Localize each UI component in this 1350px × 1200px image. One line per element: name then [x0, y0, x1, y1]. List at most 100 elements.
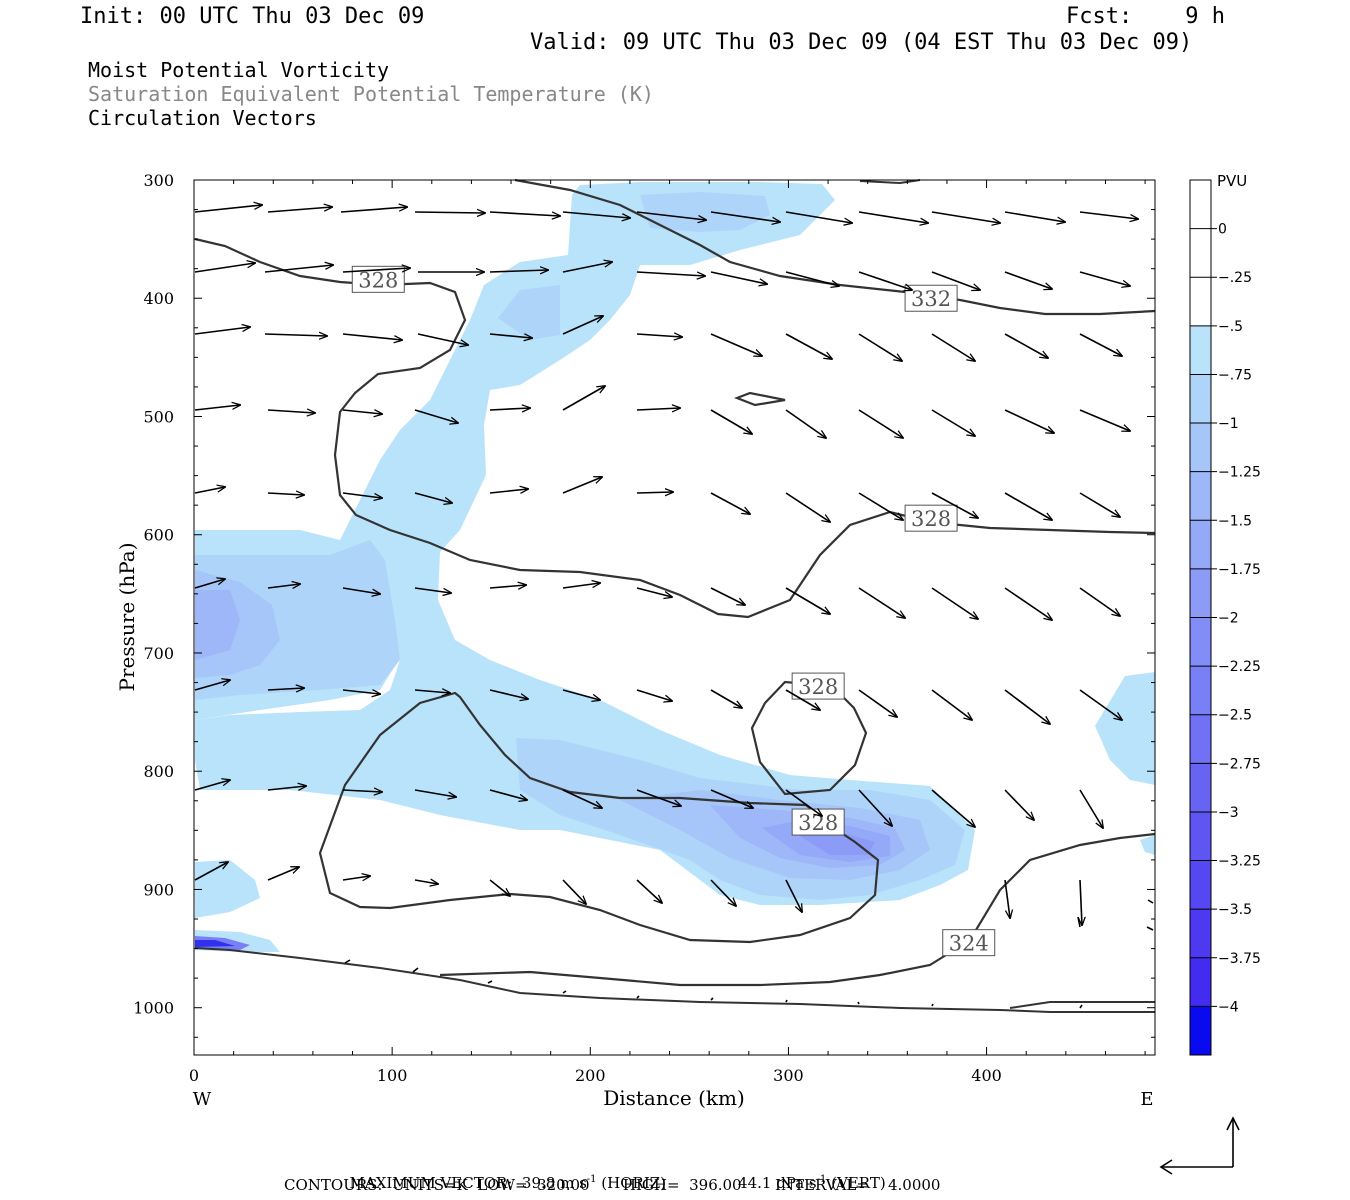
- circulation-vector: [267, 584, 300, 588]
- contour-labels: 328 332 328 328 328 324: [351, 265, 996, 957]
- circulation-vector: [194, 205, 262, 213]
- circulation-vector: [785, 333, 832, 359]
- circulation-vector: [267, 688, 304, 690]
- y-axis-title: Pressure (hPa): [115, 543, 139, 692]
- field-title-mpv: Moist Potential Vorticity: [88, 58, 390, 82]
- pv-shade-west-mid-4: [195, 590, 240, 660]
- pv-shade-east-low: [1140, 835, 1155, 855]
- colorbar-label: −1.5: [1218, 513, 1252, 529]
- x-tick-label: 100: [377, 1066, 408, 1085]
- axes: 300 400 500 600 700 800 900 1000 0 100 200 300 400: [133, 171, 1155, 1085]
- surface-vector: [710, 997, 714, 1001]
- circulation-vector: [414, 409, 458, 423]
- circulation-vector: [785, 689, 820, 710]
- circulation-vector: [489, 408, 530, 410]
- circulation-vector: [562, 316, 603, 335]
- circulation-vector: [194, 327, 250, 335]
- colorbar-label: −3.25: [1218, 854, 1261, 870]
- colorbar-label: −3.75: [1218, 951, 1261, 967]
- circulation-vector: [710, 879, 736, 906]
- circulation-vector: [636, 789, 681, 806]
- circulation-vector: [342, 587, 380, 594]
- circulation-vector: [710, 409, 752, 434]
- circulation-vector: [1079, 492, 1120, 517]
- circulation-vector: [342, 268, 410, 273]
- y-tick-label: 800: [143, 762, 174, 781]
- y-tick-label: 700: [143, 644, 174, 663]
- circulation-vector: [342, 410, 382, 414]
- contour-332: [514, 178, 1156, 316]
- circulation-vector: [194, 263, 255, 273]
- circulation-vector: [267, 410, 315, 413]
- circulation-vector: [1004, 587, 1052, 620]
- colorbar-swatch: [1190, 957, 1211, 1007]
- colorbar-swatch: [1190, 714, 1211, 764]
- circulation-vector: [1079, 789, 1103, 828]
- circulation-vector: [489, 211, 560, 216]
- y-tick-label: 300: [143, 171, 174, 190]
- x-tick-label: 200: [575, 1066, 606, 1085]
- pv-shade-upper-right: [640, 192, 770, 232]
- circulation-vector: [264, 334, 327, 336]
- contour-surface: [194, 947, 1155, 1013]
- circulation-vector: [342, 333, 402, 340]
- circulation-vector: [636, 408, 680, 410]
- surface-vector: [1147, 899, 1154, 904]
- circulation-vector: [931, 587, 978, 619]
- pv-shade-east-lower: [1095, 672, 1155, 785]
- circulation-vector: [1004, 492, 1052, 520]
- circulation-vector: [931, 409, 975, 436]
- circulation-vector: [710, 333, 762, 356]
- contour-top-sliver: [859, 179, 921, 185]
- circulation-vector: [414, 587, 451, 593]
- x-tick-label: 300: [773, 1066, 804, 1085]
- pv-shade-surface-core-2: [195, 940, 235, 947]
- pv-shade-upper-band: [195, 182, 975, 905]
- forecast-hour: Fcst: 9 h: [1066, 4, 1225, 29]
- pv-shade-sw-low: [195, 860, 260, 918]
- colorbar-swatch: [1190, 1006, 1211, 1056]
- contour-label: 328: [798, 675, 838, 699]
- surface-vector: [1146, 926, 1154, 931]
- circulation-vector: [342, 690, 380, 694]
- circulation-vector: [1004, 789, 1034, 820]
- colorbar-swatch: [1190, 471, 1211, 521]
- colorbar-label: −2: [1218, 611, 1239, 627]
- colorbar-title: PVU: [1217, 172, 1247, 190]
- contour-surface-east: [1009, 1001, 1155, 1009]
- circulation-vector: [858, 211, 928, 223]
- circulation-vector: [1004, 689, 1050, 724]
- circulation-vector: [267, 867, 299, 881]
- circulation-vector: [858, 789, 892, 826]
- x-left-end-label: W: [193, 1089, 212, 1110]
- colorbar-swatch: [1190, 763, 1211, 813]
- circulation-vector: [194, 487, 225, 494]
- contour-info-note: CONTOURS: UNITS=K LOW= 320.00 HIGH= 396.…: [284, 1176, 941, 1194]
- circulation-vector: [194, 579, 225, 589]
- circulation-vector: [562, 386, 605, 411]
- circulation-vector: [1080, 879, 1082, 925]
- circulation-vector: [340, 207, 407, 213]
- colorbar-swatch: [1190, 909, 1211, 959]
- circulation-vector: [194, 862, 228, 881]
- circulation-vector: [1079, 271, 1130, 286]
- circulation-vector: [931, 689, 972, 720]
- surface-vector: [857, 1001, 860, 1005]
- colorbar-label: −1.75: [1218, 562, 1261, 578]
- contour-label-box: [942, 929, 996, 957]
- circulation-vector: [414, 690, 450, 693]
- circulation-vector: [562, 583, 600, 589]
- colorbar-swatch: [1190, 617, 1211, 667]
- circulation-vector: [858, 587, 905, 618]
- circulation-vector: [636, 492, 673, 493]
- surface-vector: [1077, 916, 1081, 928]
- colorbar: 0 −.25 −.5 −.75 −1 −1.25 −1.5 −1.75 −2 −2.25 −2.5 −…: [1189, 179, 1261, 1056]
- circulation-vector: [489, 585, 526, 588]
- contour-label-box: [351, 265, 405, 293]
- contour-label: 324: [949, 932, 989, 956]
- circulation-vector: [931, 333, 975, 361]
- circulation-vector: [342, 876, 370, 880]
- max-vector-horiz-text: MAXIMUM VECTOR: 39.8 m s: [349, 1174, 587, 1192]
- x-tick-label: 400: [971, 1066, 1002, 1085]
